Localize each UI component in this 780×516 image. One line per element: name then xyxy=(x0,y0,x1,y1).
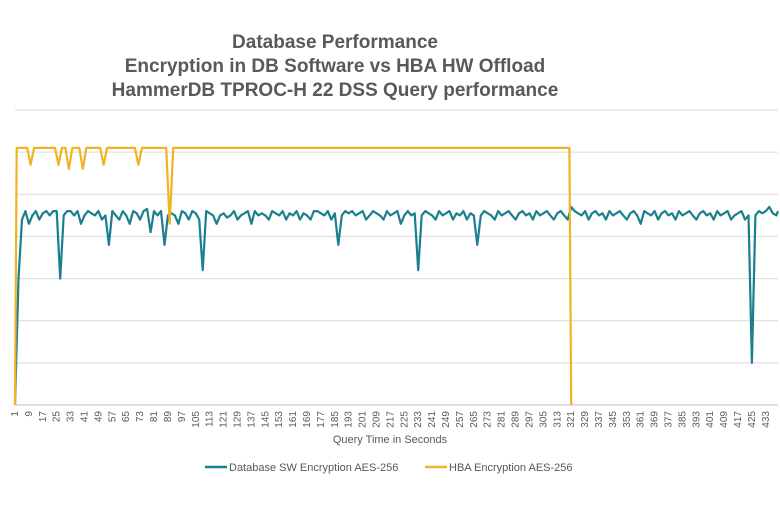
x-tick-label: 161 xyxy=(288,411,299,428)
x-tick-label: 265 xyxy=(469,411,480,428)
x-tick-label: 129 xyxy=(232,411,243,428)
x-tick-label: 313 xyxy=(552,411,563,428)
x-tick-label: 177 xyxy=(316,411,327,428)
x-tick-label: 73 xyxy=(135,411,146,423)
x-tick-label: 137 xyxy=(246,411,257,428)
x-tick-label: 257 xyxy=(455,411,466,428)
x-tick-label: 329 xyxy=(580,411,591,428)
chart-title-line-2: Encryption in DB Software vs HBA HW Offl… xyxy=(125,56,546,77)
x-axis-title: Query Time in Seconds xyxy=(333,434,448,446)
x-tick-label: 81 xyxy=(149,411,160,423)
gridlines xyxy=(15,109,778,406)
x-tick-label: 401 xyxy=(705,411,716,428)
x-tick-label: 57 xyxy=(107,411,118,423)
x-tick-label: 297 xyxy=(524,411,535,428)
x-tick-label: 281 xyxy=(497,411,508,428)
x-tick-label: 305 xyxy=(538,411,549,428)
x-tick-label: 201 xyxy=(358,411,369,428)
x-tick-label: 417 xyxy=(733,411,744,428)
plot-area xyxy=(13,146,780,406)
x-tick-label: 321 xyxy=(566,411,577,428)
x-tick-label: 241 xyxy=(427,411,438,428)
x-tick-label: 169 xyxy=(302,411,313,428)
x-tick-label: 233 xyxy=(413,411,424,428)
legend-label-1: HBA Encryption AES-256 xyxy=(449,462,573,474)
chart-title-line-1: Database Performance xyxy=(232,32,438,53)
x-tick-label: 113 xyxy=(205,411,216,427)
x-tick-label: 353 xyxy=(622,411,633,428)
x-tick-label: 393 xyxy=(691,411,702,428)
series-line-db-sw-encryption xyxy=(13,205,780,406)
x-tick-label: 25 xyxy=(52,411,63,423)
x-axis: 1 9 17 25 33 41 49 57 65 73 81 89 97 105 113 121 129 137 1… xyxy=(10,404,778,428)
x-tick-label: 337 xyxy=(594,411,605,428)
chart-title-line-3: HammerDB TPROC-H 22 DSS Query performanc… xyxy=(112,80,559,101)
series-line-hba-encryption xyxy=(13,146,573,406)
legend: Database SW Encryption AES-256 HBA Encryp… xyxy=(205,462,573,474)
x-tick-label: 65 xyxy=(121,411,132,423)
x-tick-label: 89 xyxy=(163,411,174,423)
x-tick-label: 385 xyxy=(677,411,688,428)
x-tick-label: 49 xyxy=(93,411,104,423)
legend-label-0: Database SW Encryption AES-256 xyxy=(229,462,398,474)
x-tick-label: 97 xyxy=(177,411,188,423)
x-tick-label: 9 xyxy=(24,411,35,417)
x-tick-label: 273 xyxy=(483,411,494,428)
chart-title: Database Performance Encryption in DB So… xyxy=(112,32,559,101)
x-tick-label: 33 xyxy=(66,411,77,423)
x-tick-label: 409 xyxy=(719,411,730,428)
x-tick-label: 433 xyxy=(761,411,772,428)
x-tick-label: 153 xyxy=(274,411,285,428)
x-tick-label: 377 xyxy=(664,411,675,428)
x-tick-label: 361 xyxy=(636,411,647,428)
x-tick-label: 425 xyxy=(747,411,758,428)
x-tick-label: 17 xyxy=(38,411,49,423)
x-tick-label: 249 xyxy=(441,411,452,428)
x-tick-label: 41 xyxy=(80,411,91,423)
x-tick-label: 345 xyxy=(608,411,619,428)
x-tick-label: 369 xyxy=(650,411,661,428)
x-tick-label: 145 xyxy=(260,411,271,428)
x-tick-label: 1 xyxy=(10,411,21,417)
x-tick-label: 185 xyxy=(330,411,341,428)
x-tick-label: 209 xyxy=(372,411,383,428)
x-tick-label: 225 xyxy=(399,411,410,428)
x-tick-label: 105 xyxy=(191,411,202,428)
x-tick-label: 121 xyxy=(219,411,230,428)
x-tick-label: 217 xyxy=(385,411,396,428)
x-tick-label: 193 xyxy=(344,411,355,428)
x-tick-label: 289 xyxy=(511,411,522,428)
